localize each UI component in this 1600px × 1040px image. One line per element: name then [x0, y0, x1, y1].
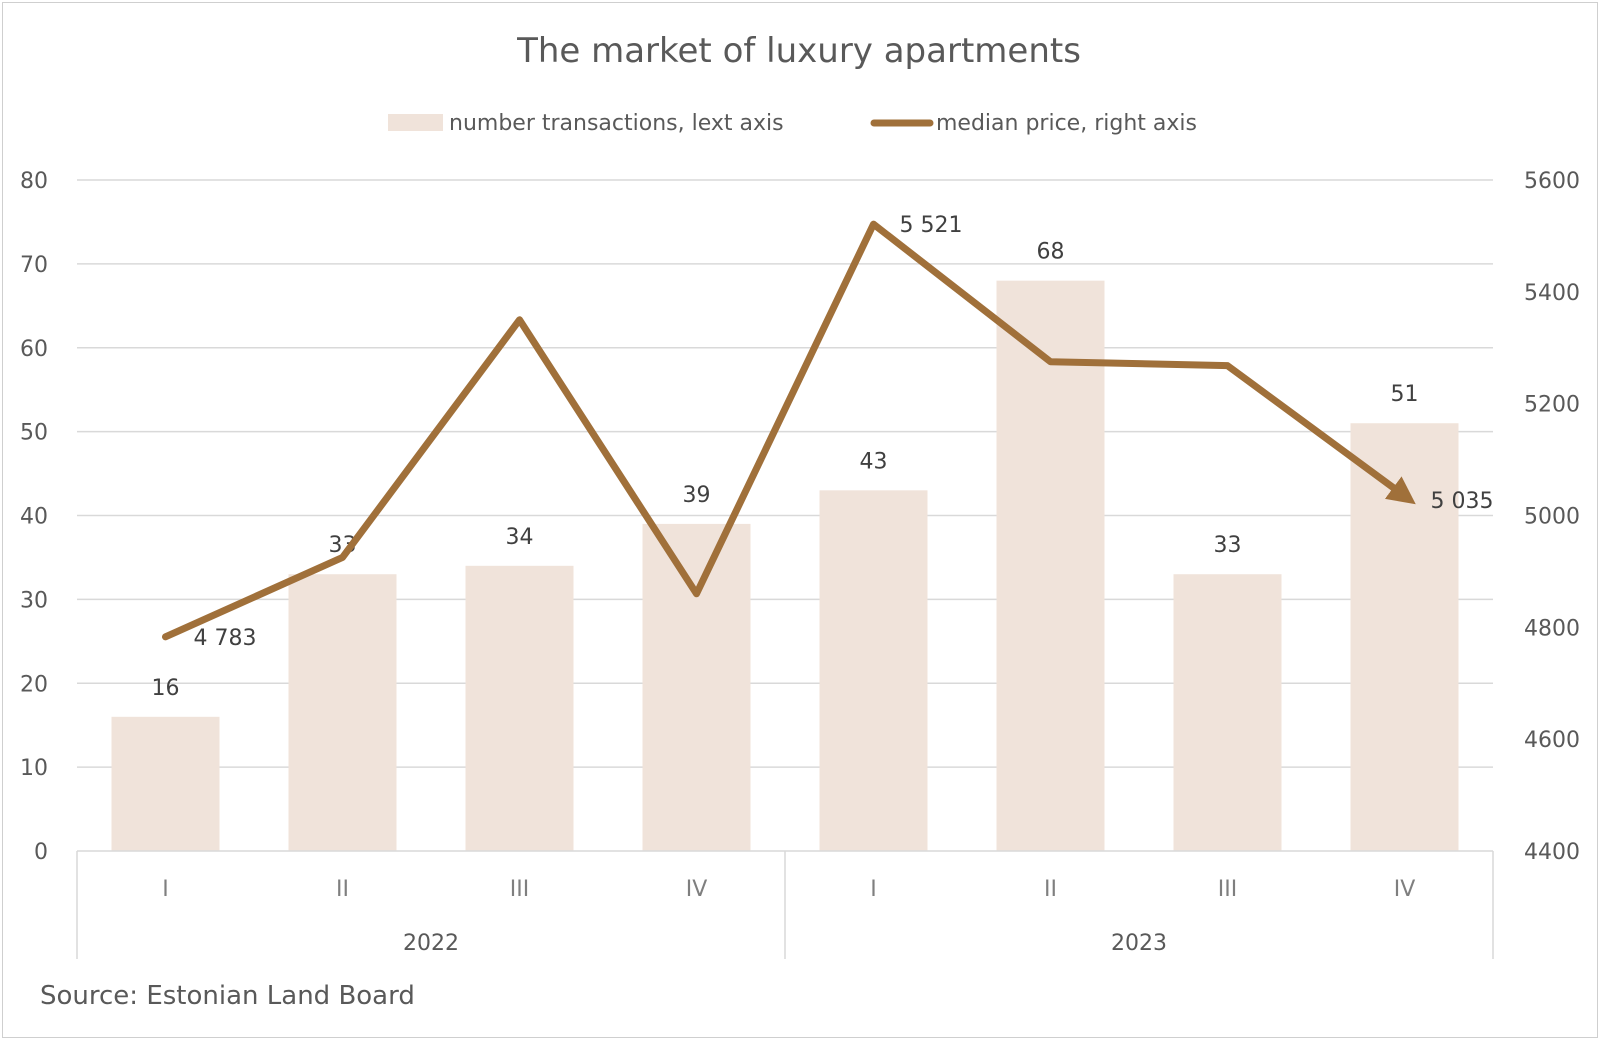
bar-value-label: 68 [1037, 240, 1065, 265]
median-price-line [162, 220, 1416, 641]
left-tick-label: 30 [20, 588, 48, 613]
line-value-label: 5 521 [900, 213, 963, 238]
line-value-label: 4 783 [194, 626, 257, 651]
bar-value-label: 39 [683, 483, 711, 508]
left-tick-label: 70 [20, 253, 48, 278]
chart-title: The market of luxury apartments [516, 31, 1081, 71]
bar-value-label: 16 [152, 676, 180, 701]
left-tick-label: 80 [20, 169, 48, 194]
bar [111, 716, 220, 851]
group-label: 2022 [403, 931, 459, 956]
bar [1350, 423, 1459, 851]
line-value-label: 5 035 [1431, 489, 1494, 514]
category-label: III [1218, 877, 1237, 902]
right-tick-label: 4600 [1524, 728, 1580, 753]
legend: number transactions, lext axis median pr… [388, 111, 1197, 136]
category-label: II [336, 877, 349, 902]
bar [1173, 574, 1282, 851]
bar [288, 574, 397, 851]
line-series [162, 220, 1416, 641]
legend-label-median-price: median price, right axis [936, 111, 1197, 136]
category-label: III [510, 877, 529, 902]
category-label: IV [686, 877, 708, 902]
right-tick-label: 5600 [1524, 169, 1580, 194]
bar-series [111, 280, 1459, 851]
bar-value-label: 34 [506, 525, 534, 550]
category-label: II [1044, 877, 1057, 902]
legend-swatch-transactions [388, 114, 443, 131]
right-tick-label: 4400 [1524, 840, 1580, 865]
right-tick-label: 5400 [1524, 281, 1580, 306]
right-tick-label: 5000 [1524, 505, 1580, 530]
right-axis-ticks: 4400 4600 4800 5000 5200 5400 5600 [1524, 169, 1580, 865]
left-tick-label: 10 [20, 756, 48, 781]
bar [465, 565, 574, 851]
bar [996, 280, 1105, 851]
bar-value-label: 51 [1391, 382, 1419, 407]
left-tick-label: 40 [20, 505, 48, 530]
category-label: IV [1394, 877, 1416, 902]
category-label: I [162, 877, 169, 902]
bar-value-label: 43 [860, 449, 888, 474]
left-tick-label: 20 [20, 672, 48, 697]
bar [642, 523, 751, 851]
line-data-labels: 4 783 5 521 5 035 [194, 213, 1494, 651]
source-note: Source: Estonian Land Board [40, 981, 415, 1011]
left-axis-ticks: 0 10 20 30 40 50 60 70 80 [20, 169, 48, 865]
left-tick-label: 50 [20, 421, 48, 446]
left-tick-label: 60 [20, 337, 48, 362]
left-tick-label: 0 [34, 840, 48, 865]
right-tick-label: 5200 [1524, 393, 1580, 418]
group-label: 2023 [1111, 931, 1167, 956]
right-tick-label: 4800 [1524, 616, 1580, 641]
bar [819, 490, 928, 851]
bar-value-label: 33 [1214, 533, 1242, 558]
legend-label-transactions: number transactions, lext axis [449, 111, 784, 136]
category-label: I [870, 877, 877, 902]
